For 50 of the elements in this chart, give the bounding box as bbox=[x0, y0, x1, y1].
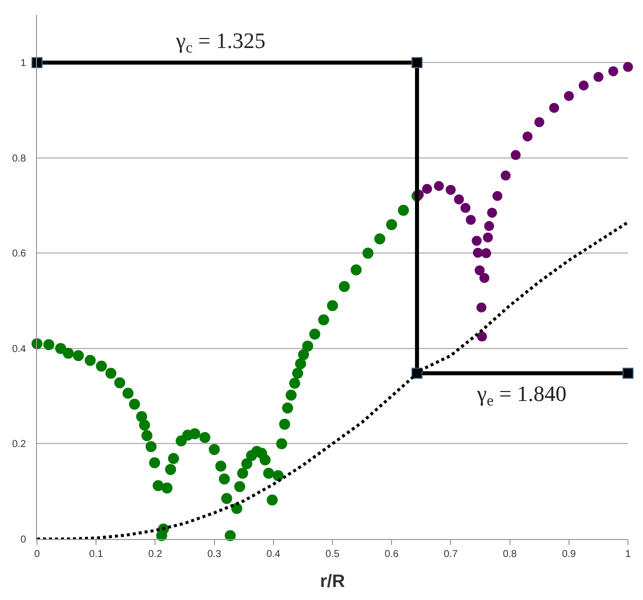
point bbox=[608, 66, 618, 76]
annotation: γ$_{e}$ = 1.840 bbox=[476, 381, 566, 410]
x-tick-label: 0.8 bbox=[502, 549, 518, 560]
point bbox=[510, 150, 521, 160]
x-tick-label: 0.9 bbox=[562, 549, 576, 560]
point bbox=[481, 248, 492, 258]
point bbox=[522, 131, 533, 142]
point bbox=[477, 332, 488, 342]
y-tick-label: 1 bbox=[20, 58, 26, 70]
point bbox=[482, 232, 493, 242]
y-tick-label: 0.4 bbox=[12, 344, 26, 355]
point bbox=[487, 208, 498, 218]
point bbox=[460, 202, 470, 213]
x-tick-label: 1 bbox=[625, 549, 632, 560]
x-tick-label: 0.1 bbox=[89, 549, 104, 560]
point bbox=[564, 90, 574, 101]
point bbox=[466, 214, 476, 225]
point bbox=[412, 57, 423, 68]
point bbox=[472, 248, 483, 258]
y-tick-label: 0.8 bbox=[12, 153, 26, 164]
point bbox=[476, 302, 486, 312]
annotation: γ$_{c}$ = 1.325 bbox=[175, 28, 266, 57]
point bbox=[623, 62, 633, 72]
point bbox=[492, 191, 502, 202]
point bbox=[472, 236, 482, 246]
x-tick-label: 0.2 bbox=[148, 549, 163, 560]
x-tick-label: 0.4 bbox=[266, 549, 281, 560]
point bbox=[454, 194, 464, 204]
point bbox=[474, 265, 485, 276]
x-tick-label: 0.3 bbox=[207, 549, 222, 560]
x-axis-title: r/R bbox=[320, 571, 346, 592]
x-tick-label: 0.5 bbox=[326, 549, 340, 560]
point bbox=[578, 80, 589, 90]
point bbox=[593, 72, 604, 82]
x-tick-label: 0.6 bbox=[384, 549, 399, 560]
point bbox=[622, 368, 634, 379]
point bbox=[32, 57, 42, 68]
point bbox=[434, 181, 444, 192]
x-tick-label: 0.7 bbox=[444, 549, 458, 560]
point bbox=[446, 184, 456, 195]
y-tick-label: 0.6 bbox=[12, 248, 26, 260]
point bbox=[500, 170, 511, 181]
point bbox=[549, 102, 560, 113]
point bbox=[479, 272, 490, 283]
y-tick-label: 0 bbox=[20, 534, 26, 546]
point bbox=[422, 184, 432, 194]
point bbox=[534, 117, 544, 128]
point bbox=[484, 221, 494, 232]
x-tick-label: 0 bbox=[34, 549, 40, 560]
y-tick-label: 0.2 bbox=[12, 439, 26, 450]
